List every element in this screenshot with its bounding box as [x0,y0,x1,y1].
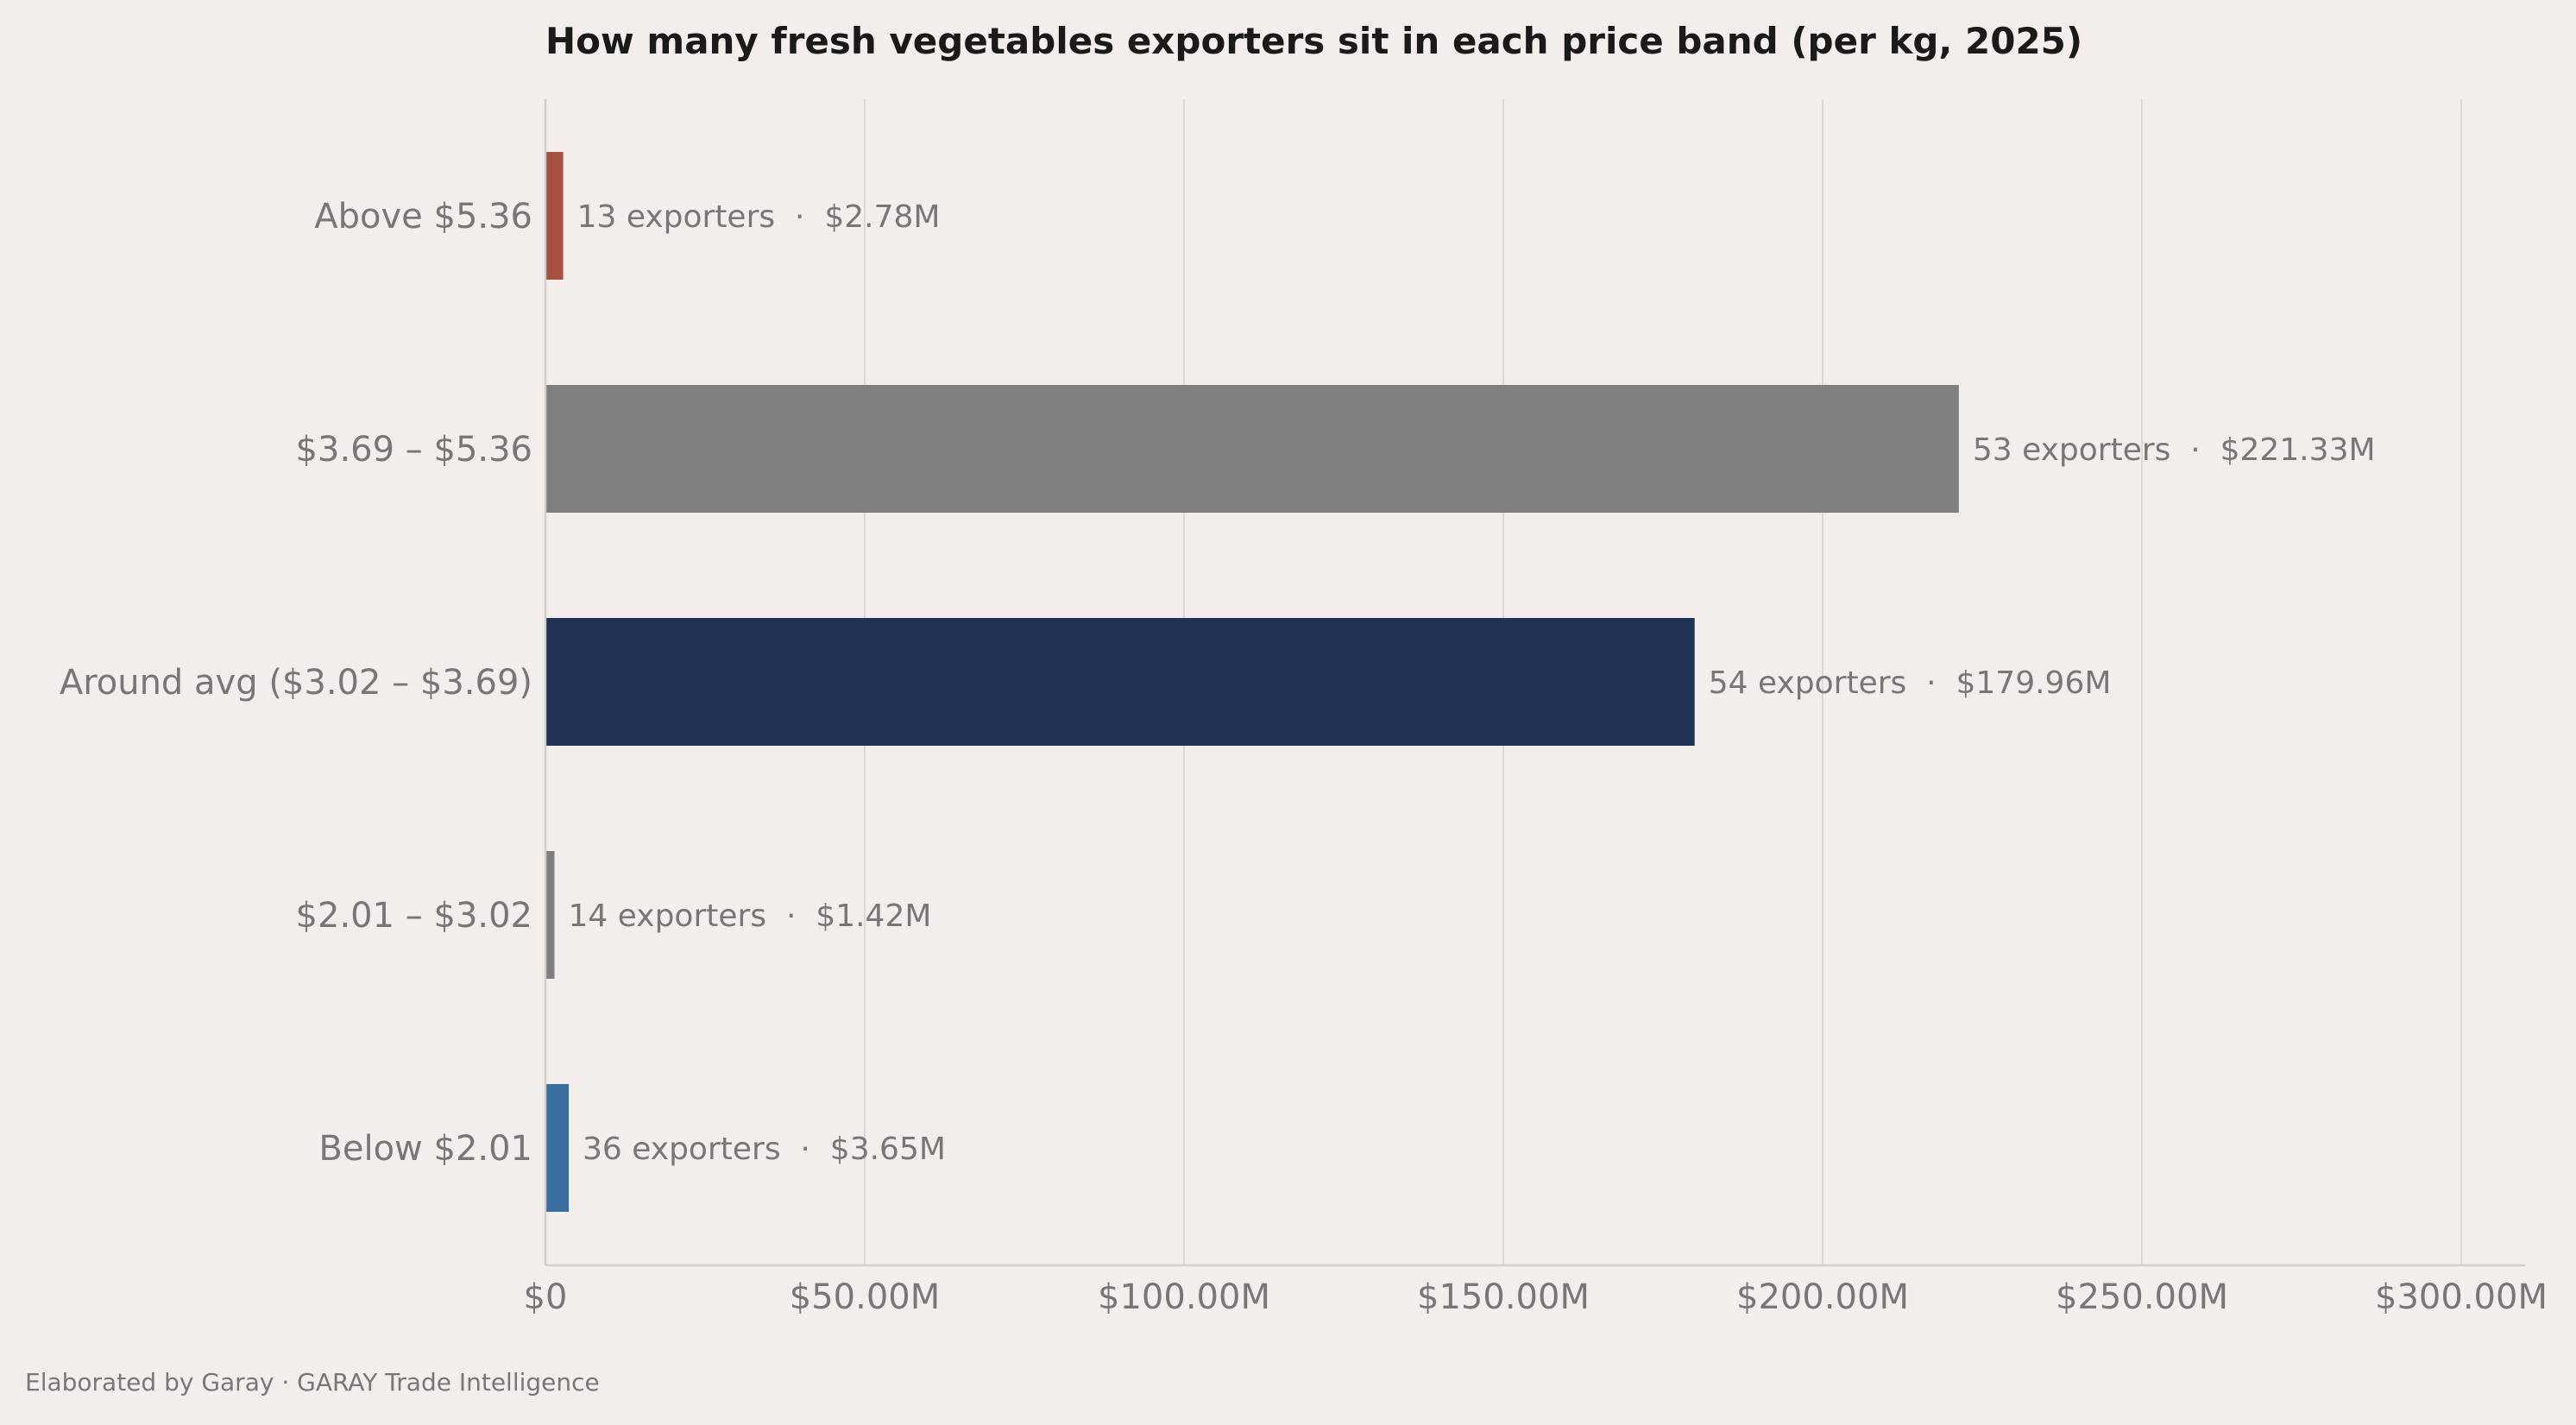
bar [545,851,555,979]
category-label: $3.69 – $5.36 [296,430,532,470]
footer-credit: Elaborated by Garay · GARAY Trade Intell… [25,1368,600,1397]
category-label: $2.01 – $3.02 [296,896,532,936]
bars [545,152,1959,1212]
bar [545,152,564,280]
data-label: 53 exporters · $221.33M [1973,432,2376,468]
x-tick-label: $50.00M [790,1277,940,1317]
category-label: Around avg ($3.02 – $3.69) [60,663,532,703]
chart-title: How many fresh vegetables exporters sit … [545,20,2082,62]
x-tick-label: $150.00M [1417,1277,1590,1317]
data-label: 54 exporters · $179.96M [1709,665,2112,701]
bar [545,618,1695,746]
data-label: 36 exporters · $3.65M [583,1132,946,1167]
data-label: 14 exporters · $1.42M [569,899,932,934]
axes [544,99,2525,1267]
data-label: 13 exporters · $2.78M [577,199,941,235]
bar [545,1084,570,1212]
labels: $0 $50.00M $100.00M $150.00M $200.00M $250.00… [60,197,2548,1317]
x-tick-label: $100.00M [1098,1277,1270,1317]
category-label: Above $5.36 [314,197,532,236]
x-tick-label: $250.00M [2056,1277,2228,1317]
bar [545,385,1959,513]
x-tick-label: $0 [524,1277,568,1317]
x-tick-label: $300.00M [2375,1277,2548,1317]
x-tick-label: $200.00M [1736,1277,1909,1317]
category-label: Below $2.01 [318,1129,532,1169]
